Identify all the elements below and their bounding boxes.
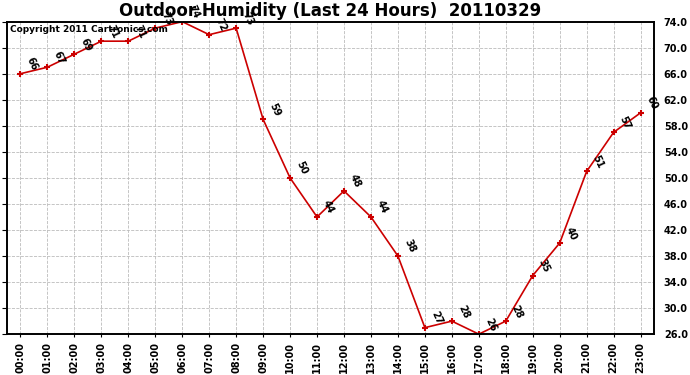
Text: 26: 26 — [483, 316, 497, 333]
Text: 50: 50 — [294, 160, 309, 177]
Text: 38: 38 — [402, 238, 417, 255]
Text: 73: 73 — [240, 10, 255, 27]
Text: 44: 44 — [321, 199, 336, 216]
Text: 59: 59 — [267, 102, 282, 118]
Text: 48: 48 — [348, 173, 363, 189]
Text: 67: 67 — [52, 50, 66, 66]
Text: 60: 60 — [644, 95, 660, 111]
Text: 71: 71 — [106, 23, 120, 40]
Text: 69: 69 — [79, 36, 93, 53]
Text: 72: 72 — [213, 17, 228, 33]
Text: 74: 74 — [186, 4, 201, 20]
Text: 73: 73 — [159, 10, 174, 27]
Text: 44: 44 — [375, 199, 390, 216]
Text: 27: 27 — [429, 310, 444, 326]
Title: Outdoor Humidity (Last 24 Hours)  20110329: Outdoor Humidity (Last 24 Hours) 2011032… — [119, 2, 542, 20]
Text: 35: 35 — [537, 258, 552, 274]
Text: 28: 28 — [510, 303, 525, 320]
Text: 66: 66 — [25, 56, 39, 72]
Text: 57: 57 — [618, 114, 633, 131]
Text: 71: 71 — [132, 23, 147, 40]
Text: 51: 51 — [591, 153, 606, 170]
Text: 28: 28 — [456, 303, 471, 320]
Text: Copyright 2011 Cartronics.com: Copyright 2011 Cartronics.com — [10, 25, 168, 34]
Text: 40: 40 — [564, 225, 579, 242]
